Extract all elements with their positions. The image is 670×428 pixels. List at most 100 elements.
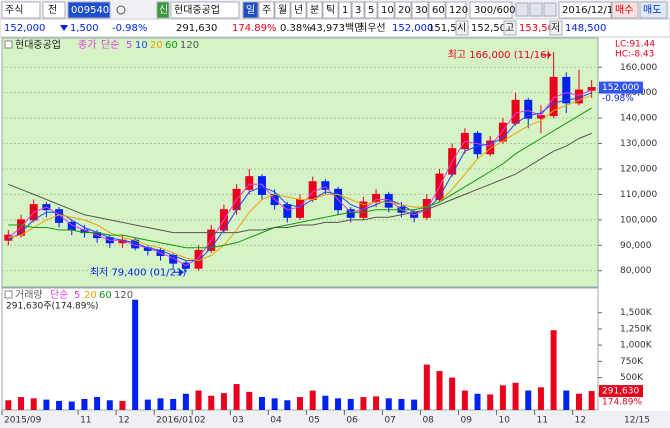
search-icon[interactable] [116, 5, 126, 15]
tool-icon[interactable] [515, 2, 529, 17]
button[interactable] [156, 1, 170, 19]
last-price: 152,000 [602, 83, 639, 93]
volume-bar [550, 330, 557, 410]
button[interactable] [258, 1, 275, 19]
button[interactable] [1, 1, 41, 19]
quote-value: 0.38% [280, 23, 312, 34]
button[interactable] [364, 1, 378, 19]
label[interactable]: 신 [159, 4, 168, 16]
volume-bar [43, 399, 50, 410]
volume-bar [30, 398, 37, 410]
button[interactable] [558, 1, 612, 19]
candle-body [296, 199, 304, 218]
label[interactable]: 일 [246, 4, 255, 16]
legend-entry: 5 [74, 290, 80, 301]
legend-entry: 20 [84, 290, 97, 301]
label[interactable]: 전 [48, 4, 57, 16]
y-tick-label: 1,000K [620, 341, 653, 351]
volume-bar [182, 393, 189, 410]
label[interactable]: 120 [449, 5, 468, 16]
volume-panel [1, 287, 599, 411]
volume-bar [487, 394, 494, 410]
candle-body [511, 99, 520, 124]
legend-entry: 60 [165, 40, 178, 51]
button[interactable] [469, 1, 513, 19]
label[interactable]: 년 [294, 4, 303, 16]
label[interactable]: 월 [278, 4, 287, 16]
volume-bar [322, 395, 329, 410]
indicator: HC:-8.43 [615, 50, 654, 60]
button[interactable] [428, 1, 446, 19]
x-tick-label: 07 [384, 416, 395, 426]
label[interactable]: 매수 [615, 4, 633, 16]
tool-icon[interactable] [529, 2, 543, 17]
label[interactable]: 5 [368, 5, 374, 16]
quote-value: 43,973백만 [310, 22, 363, 34]
button[interactable] [170, 1, 240, 19]
volume-bar [461, 390, 468, 410]
button[interactable] [290, 1, 307, 19]
tool-icon[interactable] [543, 2, 557, 17]
y-tick-label: 120,000 [620, 164, 657, 174]
quote-value: 152,500 [471, 23, 512, 34]
label[interactable]: 주 [262, 5, 271, 16]
quote-value: 고 [505, 23, 514, 34]
panel-icon [4, 40, 13, 49]
button[interactable] [639, 1, 668, 19]
x-tick-label: 04 [270, 416, 282, 426]
label[interactable]: 3 [355, 5, 361, 16]
button[interactable] [411, 1, 429, 19]
volume-bar [398, 398, 405, 410]
button[interactable] [274, 1, 291, 19]
volume-bar [94, 397, 101, 410]
volume-bar [106, 400, 113, 410]
candle-body [486, 140, 495, 155]
volume-bar [423, 364, 430, 410]
label[interactable]: 주식 [5, 4, 23, 16]
button[interactable] [611, 1, 639, 19]
label[interactable]: 2016/12/15 [562, 5, 620, 16]
button[interactable] [377, 1, 395, 19]
volume-bar [81, 398, 88, 410]
button[interactable] [242, 1, 259, 19]
ma-line [8, 92, 592, 262]
button[interactable] [322, 1, 339, 19]
volume-bar [335, 398, 342, 410]
button[interactable] [351, 1, 365, 19]
label[interactable]: 현대중공업 [174, 3, 220, 16]
volume-bar [233, 384, 240, 410]
volume-bar [119, 400, 126, 410]
label[interactable]: 분 [310, 4, 319, 16]
button[interactable] [338, 1, 352, 19]
label[interactable]: 틱 [326, 4, 335, 16]
candle-body [321, 181, 330, 190]
volume-bar [144, 399, 151, 410]
volume-bar [56, 400, 63, 410]
volume-bar [385, 398, 392, 410]
volume-bar [309, 390, 316, 410]
label-box [503, 20, 517, 36]
quote-value: 153,500 [519, 23, 560, 34]
button[interactable] [445, 1, 467, 19]
button[interactable] [306, 1, 323, 19]
volume-bar [220, 393, 227, 410]
candle-body [346, 209, 355, 218]
legend-entry: 5 [126, 40, 132, 51]
label[interactable]: 20 [398, 5, 411, 16]
legend-entry: 60 [99, 290, 112, 301]
label[interactable]: 30 [415, 5, 428, 16]
label[interactable]: 10 [381, 5, 394, 16]
label[interactable]: 300/600 [474, 5, 516, 16]
label[interactable]: 009540 [71, 5, 109, 16]
button[interactable] [42, 1, 66, 19]
button[interactable] [394, 1, 412, 19]
label[interactable]: 1 [342, 5, 348, 16]
label[interactable]: 60 [432, 5, 445, 16]
annotation-arrowhead [179, 269, 184, 276]
volume-bar [588, 391, 595, 410]
label[interactable]: 매도 [643, 4, 661, 16]
y-tick-label: 1,250K [620, 324, 653, 334]
volume-bar [563, 390, 570, 410]
button[interactable] [67, 1, 111, 19]
